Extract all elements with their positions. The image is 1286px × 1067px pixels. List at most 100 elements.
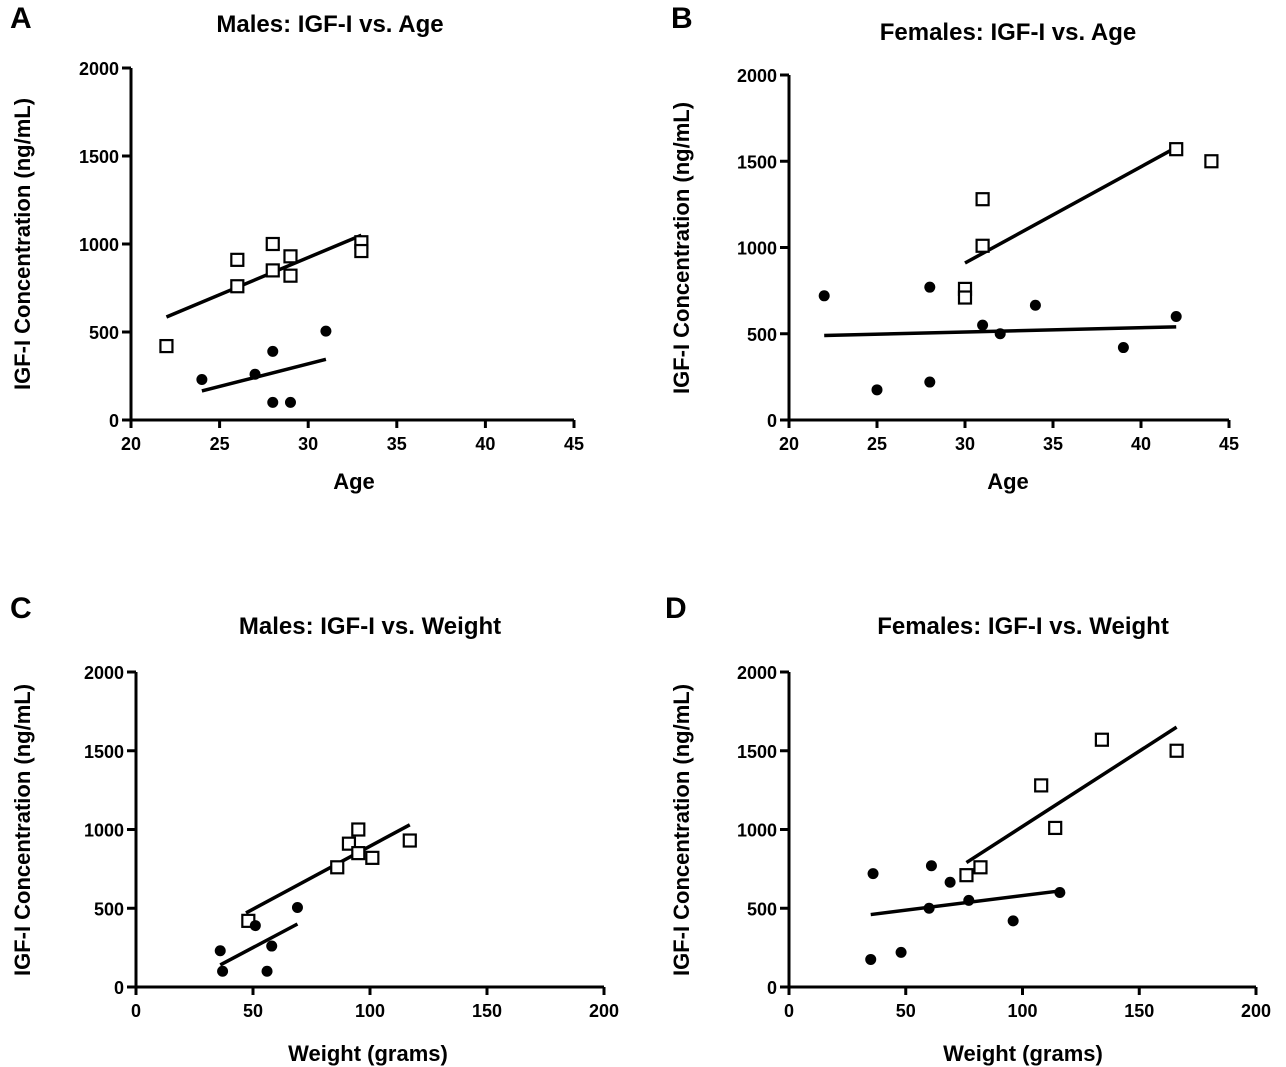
y-tick-label: 1500 — [737, 742, 777, 762]
y-tick-label: 1500 — [737, 152, 777, 172]
x-tick-label: 50 — [896, 1001, 916, 1021]
y-axis-label: IGF-I Concentration (ng/mL) — [669, 684, 694, 976]
x-tick-label: 50 — [243, 1001, 263, 1021]
data-point-circle — [925, 860, 937, 872]
data-point-circle — [196, 374, 208, 386]
data-point-circle — [320, 325, 332, 337]
chart-title: Males: IGF-I vs. Weight — [239, 613, 501, 640]
regression-line — [965, 725, 1178, 865]
data-point-circle — [214, 945, 226, 957]
y-tick-label: 1000 — [79, 235, 119, 255]
x-tick-label: 100 — [1007, 1001, 1037, 1021]
y-tick-label: 2000 — [84, 663, 124, 683]
chart-svg: Males: IGF-I vs. Age 20 25 30 35 40 45 0 500 1000… — [10, 11, 584, 494]
data-point-circle — [267, 345, 279, 357]
x-tick-label: 20 — [779, 434, 799, 454]
panel-d: D Females: IGF-I vs. Weight 0 50 100 150 200 0… — [643, 534, 1286, 1067]
x-axis-label: Weight (grams) — [943, 1041, 1103, 1066]
data-point-square — [230, 279, 245, 294]
data-point-circle — [977, 319, 989, 331]
data-point-circle — [261, 965, 273, 977]
data-point-square — [351, 846, 366, 861]
data-point-square — [265, 263, 280, 278]
data-point-circle — [267, 396, 279, 408]
regression-line — [165, 233, 363, 319]
y-tick-label: 2000 — [737, 663, 777, 683]
panel-b: B Females: IGF-I vs. Age 20 25 30 35 40 45 0 500… — [643, 0, 1286, 534]
data-point-circle — [266, 940, 278, 952]
data-point-square — [1048, 820, 1063, 836]
data-point-square — [402, 833, 417, 848]
data-point-circle — [994, 328, 1006, 340]
chart-title: Males: IGF-I vs. Age — [216, 11, 443, 38]
y-axis-label: IGF-I Concentration (ng/mL) — [10, 684, 35, 976]
regression-line — [964, 145, 1178, 265]
data-point-circle — [867, 868, 879, 880]
y-tick-label: 1000 — [84, 821, 124, 841]
data-point-circle — [1007, 915, 1019, 927]
y-axis-label: IGF-I Concentration (ng/mL) — [669, 102, 694, 394]
y-tick-label: 500 — [747, 325, 777, 345]
data-point-circle — [1117, 342, 1129, 354]
chart-title: Females: IGF-I vs. Age — [880, 19, 1137, 46]
x-axis-label: Age — [333, 469, 375, 494]
data-point-square — [975, 192, 990, 207]
data-point-circle — [944, 876, 956, 888]
data-point-circle — [865, 953, 877, 965]
data-point-square — [159, 338, 174, 354]
regression-line — [219, 922, 299, 967]
y-tick-label: 2000 — [79, 59, 119, 79]
panel-letter: B — [671, 2, 693, 35]
x-tick-label: 200 — [1241, 1001, 1271, 1021]
data-point-circle — [1170, 311, 1182, 322]
data-point-circle — [249, 368, 261, 380]
data-point-square — [957, 290, 973, 305]
y-tick-label: 0 — [767, 411, 777, 431]
data-point-circle — [923, 902, 935, 914]
y-tick-label: 1500 — [84, 742, 124, 762]
x-tick-label: 20 — [121, 434, 141, 454]
panel-letter: C — [10, 592, 32, 625]
data-point-square — [283, 268, 298, 283]
y-tick-label: 500 — [89, 323, 119, 343]
x-axis-label: Age — [987, 469, 1029, 494]
data-point-circle — [895, 946, 907, 958]
chart-title: Females: IGF-I vs. Weight — [877, 613, 1169, 640]
y-tick-label: 0 — [109, 411, 119, 431]
y-tick-label: 1000 — [737, 239, 777, 259]
x-tick-label: 35 — [387, 434, 407, 454]
data-point-circle — [871, 384, 883, 396]
regression-line — [245, 823, 411, 915]
x-axis-label: Weight (grams) — [288, 1041, 448, 1066]
x-tick-label: 25 — [867, 434, 887, 454]
data-point-square — [351, 822, 366, 837]
y-tick-label: 500 — [94, 899, 124, 919]
y-axis-label: IGF-I Concentration (ng/mL) — [10, 98, 35, 390]
y-tick-label: 0 — [767, 978, 777, 998]
y-tick-label: 1000 — [737, 821, 777, 841]
data-point-square — [1094, 732, 1109, 747]
data-point-square — [265, 236, 280, 252]
x-tick-label: 200 — [589, 1001, 619, 1021]
data-point-square — [975, 238, 990, 253]
data-point-circle — [924, 376, 936, 388]
data-point-square — [354, 243, 369, 259]
data-point-square — [230, 252, 245, 267]
x-tick-label: 0 — [784, 1001, 794, 1021]
data-point-circle — [963, 894, 975, 906]
data-point-circle — [291, 901, 303, 913]
chart-svg: Females: IGF-I vs. Age 20 25 30 35 40 45 0 500 10… — [669, 19, 1239, 494]
data-point-square — [1169, 142, 1184, 157]
data-point-circle — [249, 920, 261, 932]
x-tick-label: 35 — [1043, 434, 1063, 454]
x-tick-label: 25 — [210, 434, 230, 454]
data-point-circle — [924, 281, 936, 293]
data-point-square — [1204, 154, 1219, 169]
data-point-square — [959, 868, 974, 883]
panel-a: A Males: IGF-I vs. Age 20 25 30 35 40 45 0 500 10… — [0, 0, 643, 534]
data-point-square — [330, 860, 345, 875]
x-tick-label: 100 — [355, 1001, 385, 1021]
data-point-square — [973, 860, 988, 875]
x-tick-label: 0 — [131, 1001, 141, 1021]
